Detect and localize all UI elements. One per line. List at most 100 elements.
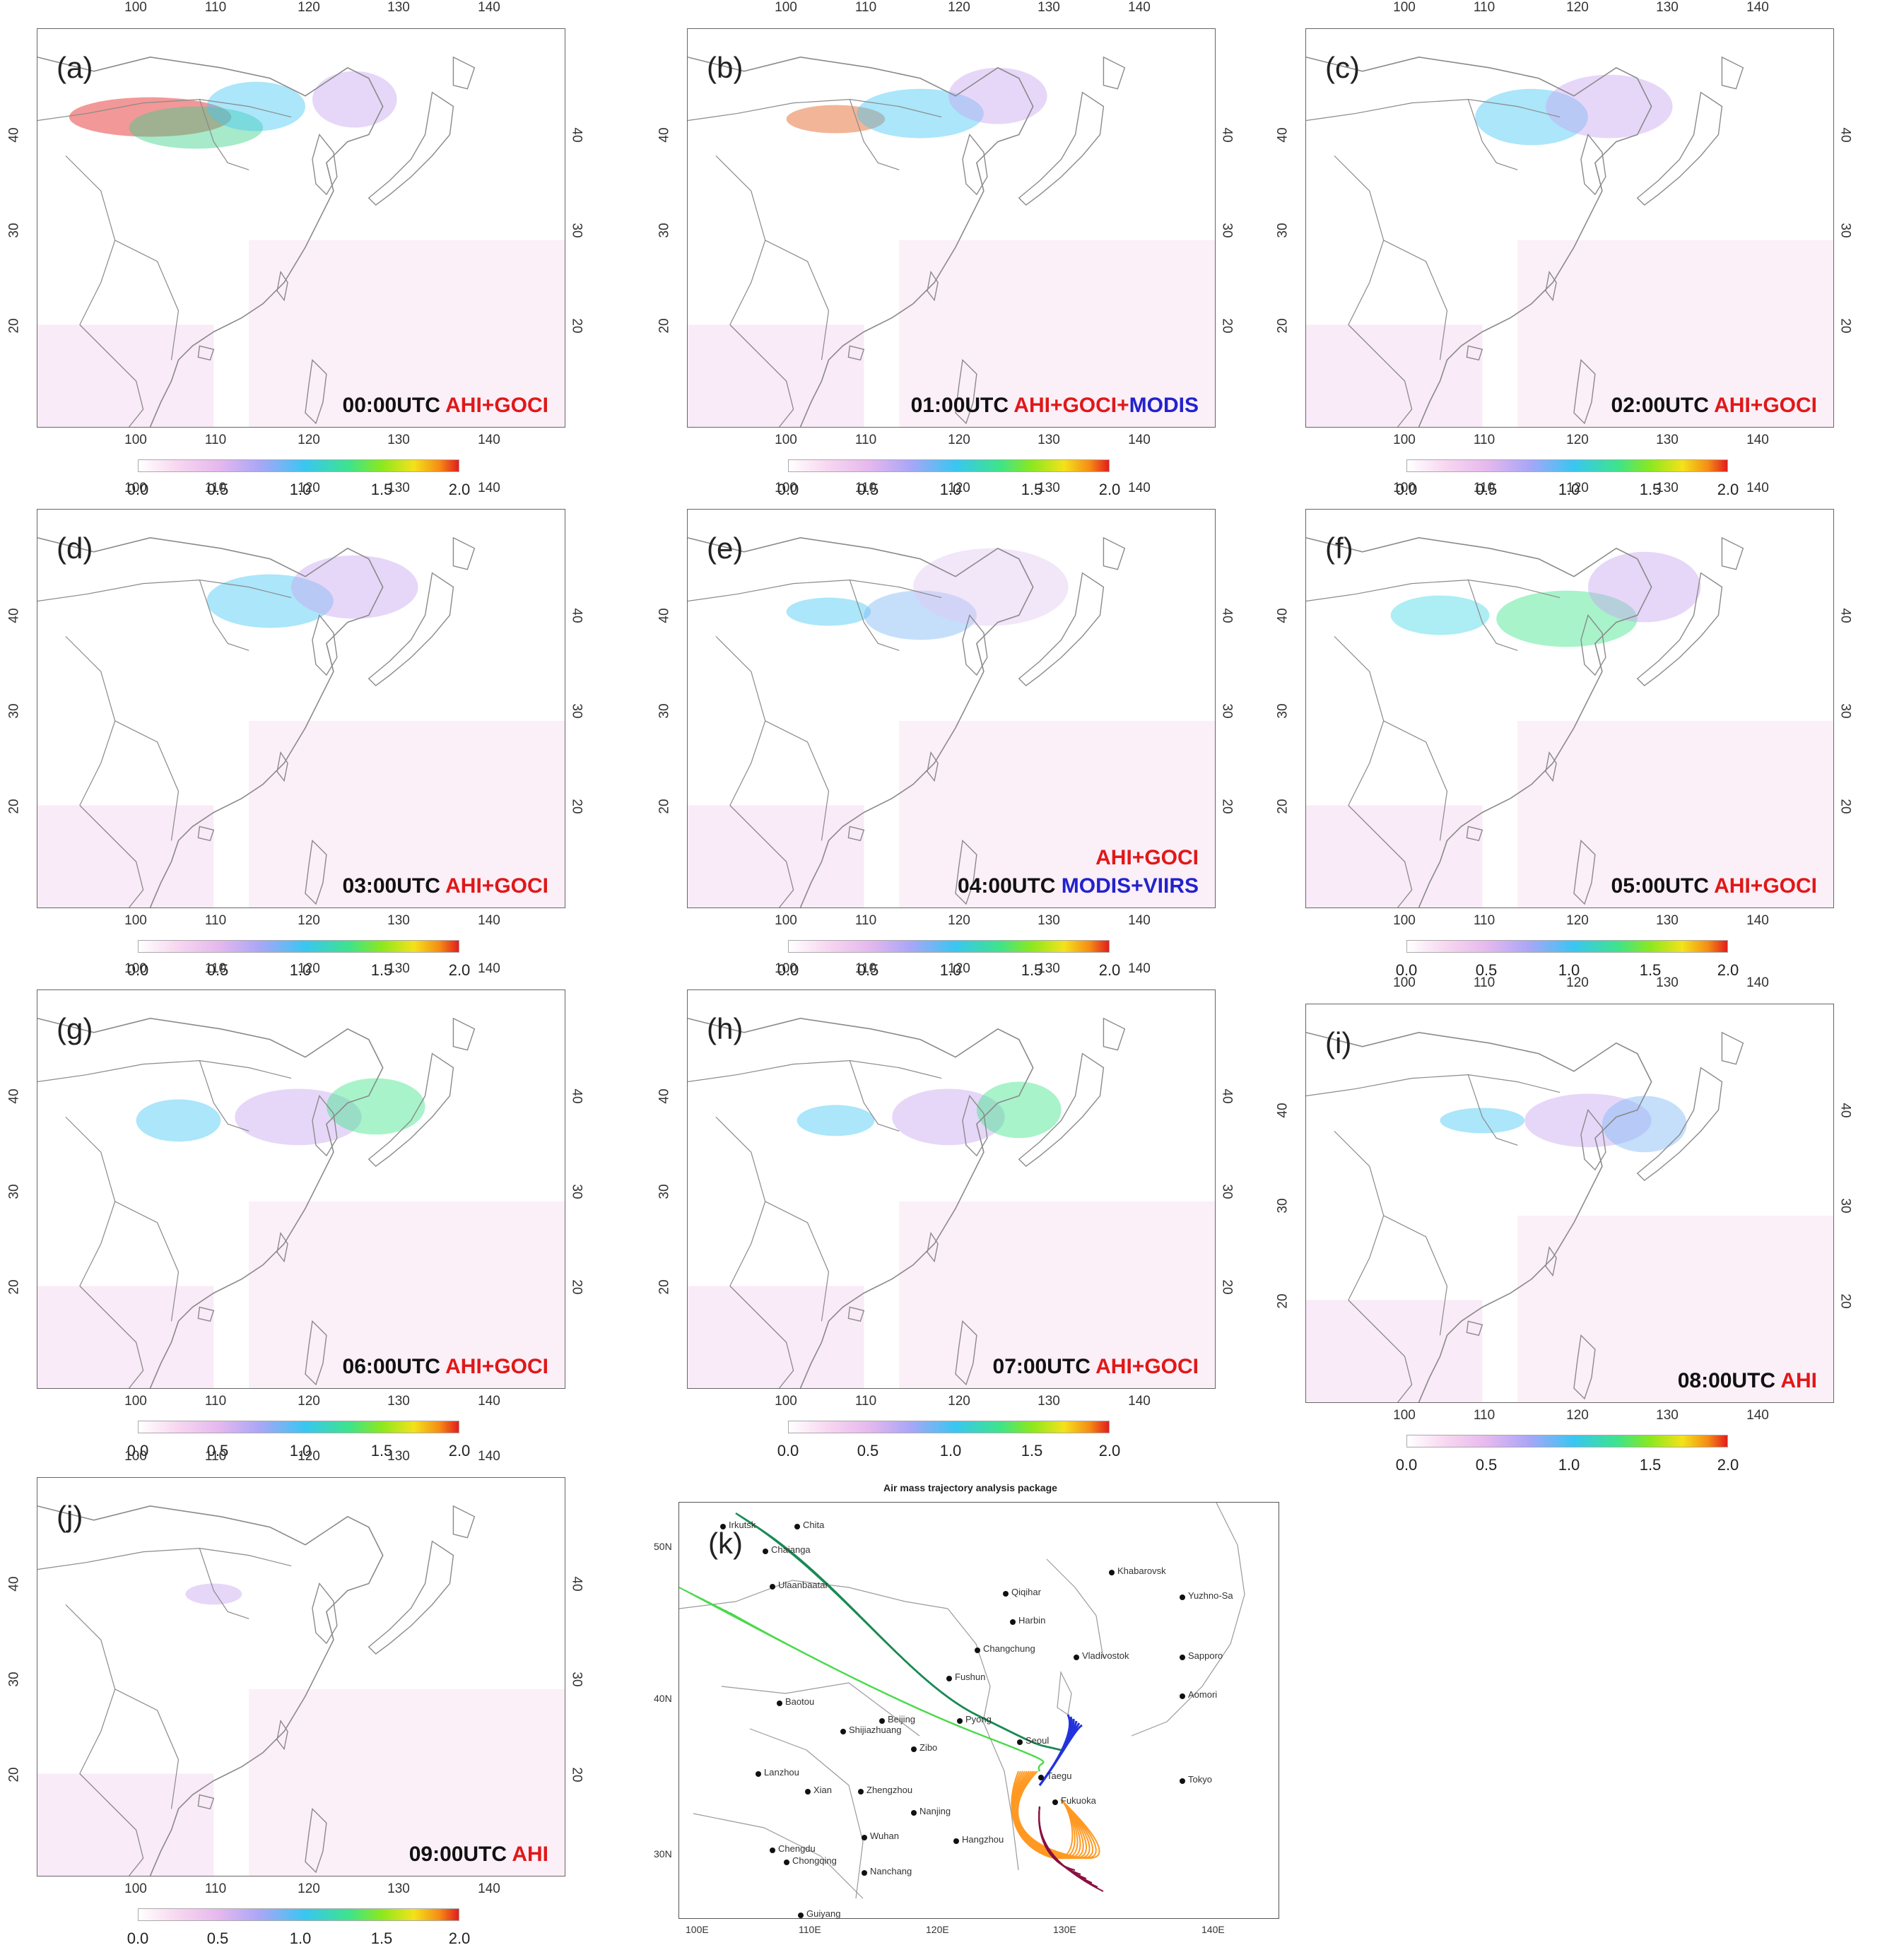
time-label: 02:00UTC (1611, 394, 1709, 417)
colorbar-tick: 1.5 (1021, 481, 1043, 498)
colorbar-tick: 0.0 (777, 1442, 799, 1459)
lat-tick-left: 40 (1275, 1103, 1291, 1118)
trajectory-lat-tick: 40N (654, 1693, 672, 1704)
lat-tick-right: 40 (1838, 608, 1853, 623)
colorbar-tick: 1.0 (1558, 481, 1580, 498)
lon-tick-top: 120 (1566, 0, 1589, 15)
city-label: Tokyo (1188, 1774, 1212, 1785)
lon-tick-bottom: 130 (1656, 913, 1679, 928)
lat-tick-left: 40 (1275, 608, 1291, 623)
lon-tick-bottom: 120 (1566, 433, 1589, 447)
city-marker (763, 1549, 768, 1554)
lat-tick-left: 40 (6, 1088, 22, 1104)
lon-tick-bottom: 120 (948, 433, 970, 447)
lat-tick-left: 20 (6, 799, 22, 814)
lon-tick-bottom: 130 (1656, 433, 1679, 447)
sensor-red: AHI+GOCI (1095, 846, 1199, 869)
lon-tick-bottom: 110 (1473, 433, 1495, 447)
city-label: Chongqing (792, 1855, 837, 1866)
city-label: Zibo (919, 1742, 938, 1753)
colorbar-tick: 0.5 (1475, 481, 1498, 498)
city-label: Chengdu (778, 1843, 816, 1854)
time-label: 05:00UTC (1611, 874, 1709, 898)
city-label: Nanchang (870, 1866, 912, 1876)
colorbar-tick: 1.5 (1021, 961, 1043, 979)
panel-label-k: (k) (708, 1527, 743, 1560)
city-marker (1074, 1655, 1079, 1660)
lat-tick-left: 20 (657, 318, 672, 334)
time-stamp: 01:00UTC AHI+GOCI+MODIS (911, 392, 1199, 420)
city-marker (911, 1746, 917, 1752)
lon-tick-bottom: 110 (204, 433, 227, 447)
lon-tick-top: 140 (1746, 975, 1769, 990)
lon-tick-top: 110 (204, 1449, 227, 1464)
lon-tick-top: 120 (948, 481, 970, 495)
colorbar-tick: 1.5 (1639, 1456, 1662, 1474)
trajectory-line (701, 1598, 1045, 1772)
lon-tick-bottom: 110 (204, 1394, 227, 1409)
time-stamp: 05:00UTC AHI+GOCI (1611, 872, 1817, 900)
sensor-blue: MODIS (1129, 394, 1199, 417)
city-label: Qiqihar (1011, 1587, 1041, 1597)
panel-label: (h) (707, 1012, 744, 1045)
lon-tick-top: 130 (387, 1449, 410, 1464)
lon-tick-bottom: 110 (1473, 1408, 1495, 1423)
lat-tick-left: 20 (1275, 1293, 1291, 1309)
lat-tick-right: 40 (1838, 127, 1853, 143)
city-marker (1180, 1778, 1185, 1784)
colorbar-tick: 1.5 (370, 961, 393, 979)
time-label: 09:00UTC (409, 1843, 507, 1866)
lon-tick-bottom: 120 (298, 1881, 320, 1896)
lat-tick-left: 30 (6, 1184, 22, 1199)
city-marker (862, 1870, 867, 1876)
city-marker (858, 1789, 864, 1795)
city-label: Lanzhou (764, 1767, 799, 1778)
lat-tick-right: 30 (1219, 703, 1235, 719)
lat-tick-left: 40 (6, 608, 22, 623)
lon-tick-bottom: 120 (948, 913, 970, 928)
lat-tick-right: 30 (569, 1184, 584, 1199)
colorbar (1406, 459, 1728, 472)
city-label: Zhengzhou (866, 1785, 913, 1795)
colorbar-tick: 2.0 (448, 1930, 471, 1947)
lat-tick-right: 30 (1838, 223, 1853, 238)
city-marker (1003, 1591, 1009, 1597)
lon-tick-top: 140 (1128, 481, 1151, 495)
lat-tick-left: 40 (657, 608, 672, 623)
aod-map (687, 509, 1216, 908)
city-marker (946, 1676, 952, 1681)
lon-tick-bottom: 100 (775, 1394, 797, 1409)
lon-tick-bottom: 140 (1746, 433, 1769, 447)
panel-label: (c) (1325, 51, 1360, 84)
lon-tick-top: 140 (1128, 961, 1151, 976)
colorbar-tick: 2.0 (1098, 1442, 1121, 1459)
lon-tick-top: 110 (204, 0, 227, 15)
map-canvas (688, 510, 1215, 908)
lon-tick-top: 110 (204, 961, 227, 976)
city-label: Fukuoka (1061, 1795, 1096, 1806)
colorbar-tick: 2.0 (448, 481, 471, 498)
city-label: Fushun (955, 1672, 986, 1682)
sensor-red: AHI+GOCI (445, 1355, 548, 1378)
lon-tick-top: 110 (854, 481, 877, 495)
colorbar-tick: 0.5 (857, 1442, 879, 1459)
trajectory-lat-tick: 50N (654, 1541, 672, 1552)
colorbar-tick: 1.5 (1639, 481, 1662, 498)
colorbar (788, 940, 1110, 953)
lat-tick-right: 40 (1219, 608, 1235, 623)
lat-tick-left: 30 (6, 703, 22, 719)
city-marker (777, 1701, 782, 1706)
colorbar (138, 940, 459, 953)
lat-tick-left: 30 (1275, 223, 1291, 238)
city-marker (1038, 1775, 1044, 1780)
panel-label: (b) (707, 51, 744, 84)
aod-map (1305, 1004, 1834, 1403)
city-label: Wuhan (870, 1831, 899, 1841)
colorbar-tick: 0.0 (127, 961, 149, 979)
colorbar-tick: 0.5 (206, 961, 229, 979)
lat-tick-right: 20 (1838, 799, 1853, 814)
lon-tick-bottom: 110 (1473, 913, 1495, 928)
colorbar-tick: 2.0 (1717, 1456, 1739, 1474)
city-label: Aomori (1188, 1689, 1218, 1700)
lon-tick-bottom: 130 (1038, 913, 1060, 928)
